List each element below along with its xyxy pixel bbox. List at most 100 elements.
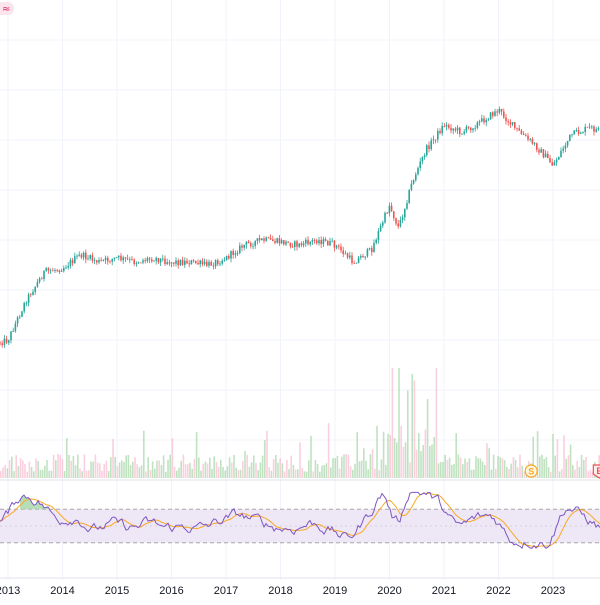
volume-bar [127,454,130,478]
candle-body [192,260,195,262]
volume-bar [301,468,303,478]
volume-bar [83,454,86,478]
candle-body [159,258,162,263]
candle-body [122,257,124,261]
candle-body [461,133,463,135]
candle-body [89,255,91,259]
candle-body [505,117,507,122]
volume-bar [396,442,398,478]
x-tick-label: 2020 [377,585,401,597]
volume-bar [233,454,235,478]
candle-body [465,126,468,132]
volume-bar [332,458,334,478]
candle-body [168,262,171,264]
volume-bar [292,464,295,478]
volume-bar [486,443,488,478]
volume-bar [116,466,119,478]
candle-body [107,257,109,262]
volume-bar [17,466,20,478]
volume-bar [378,469,380,478]
candle-body [76,255,78,257]
volume-bar [200,470,202,478]
candle-body [331,240,333,242]
candle-body [456,127,459,131]
candle-body [300,243,303,246]
candle-body [47,268,50,271]
candle-body [415,174,417,181]
volume-bar [363,448,365,478]
volume-bar [470,469,473,478]
candle-body [569,134,571,142]
candle-body [65,267,67,269]
volume-bar [44,465,46,478]
candle-body [542,149,545,158]
volume-bar [426,399,429,478]
candle-body [87,258,89,260]
candle-body [91,255,94,261]
volume-bar [400,425,402,478]
candle-body [247,241,250,244]
volume-bar [112,438,114,478]
volume-bar [57,454,59,478]
candle-body [580,132,582,134]
volume-bar [563,435,565,478]
candle-body [115,257,118,259]
volume-bar [352,469,354,478]
dividend-marker[interactable]: S [524,464,538,478]
earnings-marker[interactable]: E [592,464,600,479]
volume-bar [345,454,347,478]
candle-body [597,128,600,130]
candle-body [223,260,226,261]
candle-body [197,262,199,265]
candle-body [276,238,278,243]
volume-bar [121,460,123,478]
candle-body [67,265,69,268]
volume-bar [316,464,319,478]
candle-body [575,130,578,131]
candle-body [5,338,8,343]
candle-body [142,260,144,263]
volume-bar [281,463,284,478]
volume-bar [457,454,460,478]
volume-bar [184,464,187,478]
candle-body [56,270,58,271]
candle-body [571,134,573,136]
grid [0,0,600,580]
candle-body [443,126,446,127]
candle-body [474,127,476,129]
volume-bar [585,457,587,478]
candle-body [254,241,256,246]
candle-body [45,268,47,271]
candle-body [494,111,496,116]
volume-bar [182,454,185,478]
wave-icon[interactable]: ≈ [0,2,14,15]
rsi-panel [0,491,600,550]
volume-bar [217,466,220,478]
volume-bar [411,373,413,478]
volume-bar [576,460,578,478]
volume-bar [11,456,13,478]
candle-body [102,260,105,261]
candle-body [60,271,63,272]
candle-body [375,239,377,243]
candle-body [346,253,349,258]
candle-body [386,212,388,214]
candle-body [291,246,294,248]
volume-bar [539,456,541,478]
candle-body [155,257,157,261]
rsi-line [0,491,600,550]
volume-bar [149,469,152,478]
x-tick-label: 2014 [50,585,74,597]
volume-bar [336,455,339,478]
volume-bar [356,432,358,478]
candle-body [296,241,298,247]
volume-bar [68,455,70,478]
volume-bar [462,464,464,478]
volume-bar [92,461,94,478]
volume-bar [105,460,108,478]
candle-body [511,122,514,125]
volume-bar [371,449,374,478]
volume-bar [431,444,433,478]
candle-body [448,124,450,128]
